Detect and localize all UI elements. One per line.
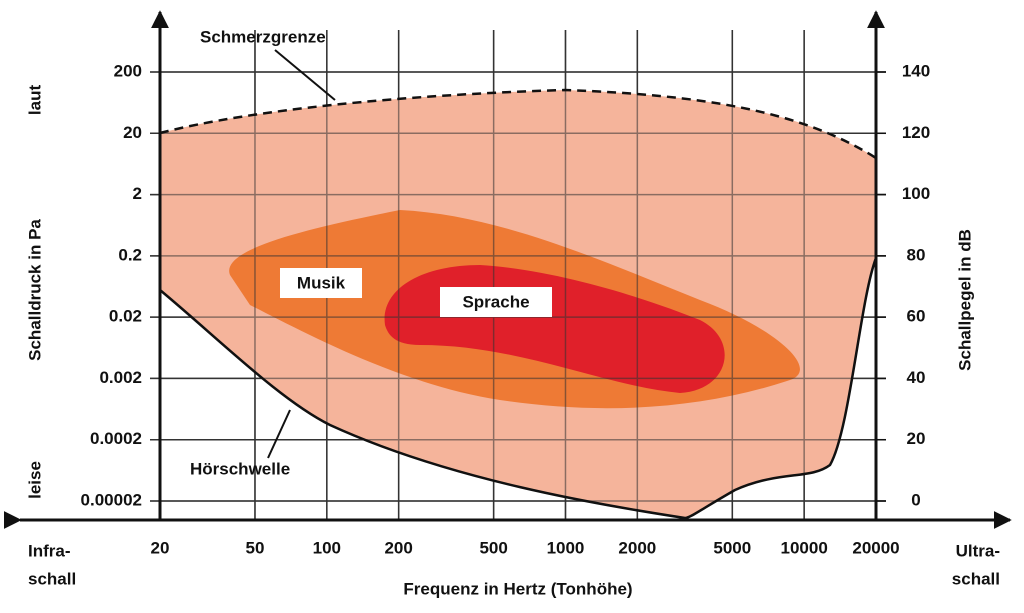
x-tick-label: 100 [313, 538, 341, 557]
y2-tick-label: 80 [907, 245, 926, 264]
pain-threshold [159, 88, 877, 160]
x-tick-label: 10000 [781, 538, 828, 557]
y-tick-label: 20 [123, 123, 142, 142]
x-axis-label: Frequenz in Hertz (Tonhöhe) [403, 579, 632, 598]
y2-axis-label: Schallpegel in dB [955, 229, 974, 371]
annotation: Ultra- [956, 541, 1000, 560]
x-tick-label: 500 [479, 538, 507, 557]
y2-tick-label: 40 [907, 368, 926, 387]
y2-tick-label: 140 [902, 61, 930, 80]
annotation: Musik [297, 273, 346, 292]
annotation: leise [25, 461, 44, 499]
x-tick-label: 2000 [618, 538, 656, 557]
annotation: laut [25, 85, 44, 116]
y-tick-label: 0.02 [109, 307, 142, 326]
leader-line [267, 409, 291, 459]
x-tick-label: 20000 [852, 538, 899, 557]
y-tick-label: 0.0002 [90, 429, 142, 448]
annotation: schall [952, 569, 1000, 588]
annotation: schall [28, 569, 76, 588]
x-tick-label: 50 [246, 538, 265, 557]
annotation: Infra- [28, 541, 71, 560]
y2-tick-label: 100 [902, 184, 930, 203]
y-tick-label: 0.2 [118, 245, 142, 264]
x-tick-label: 200 [384, 538, 412, 557]
y-tick-label: 0.002 [99, 368, 142, 387]
x-tick-label: 20 [151, 538, 170, 557]
annotation: Hörschwelle [190, 459, 290, 478]
leader-line [274, 49, 336, 101]
y2-tick-label: 60 [907, 307, 926, 326]
annotation: Sprache [462, 292, 529, 311]
label-box [280, 268, 362, 298]
annotation: Schmerzgrenze [200, 27, 326, 46]
y-tick-label: 200 [114, 61, 142, 80]
label-box [440, 287, 552, 317]
y-tick-label: 0.00002 [81, 490, 142, 509]
x-tick-label: 5000 [713, 538, 751, 557]
y-tick-label: 2 [133, 184, 142, 203]
y2-tick-label: 20 [907, 429, 926, 448]
y2-tick-label: 120 [902, 123, 930, 142]
y-axis-label: Schalldruck in Pa [25, 219, 44, 361]
y2-tick-label: 0 [911, 490, 920, 509]
x-tick-label: 1000 [547, 538, 585, 557]
